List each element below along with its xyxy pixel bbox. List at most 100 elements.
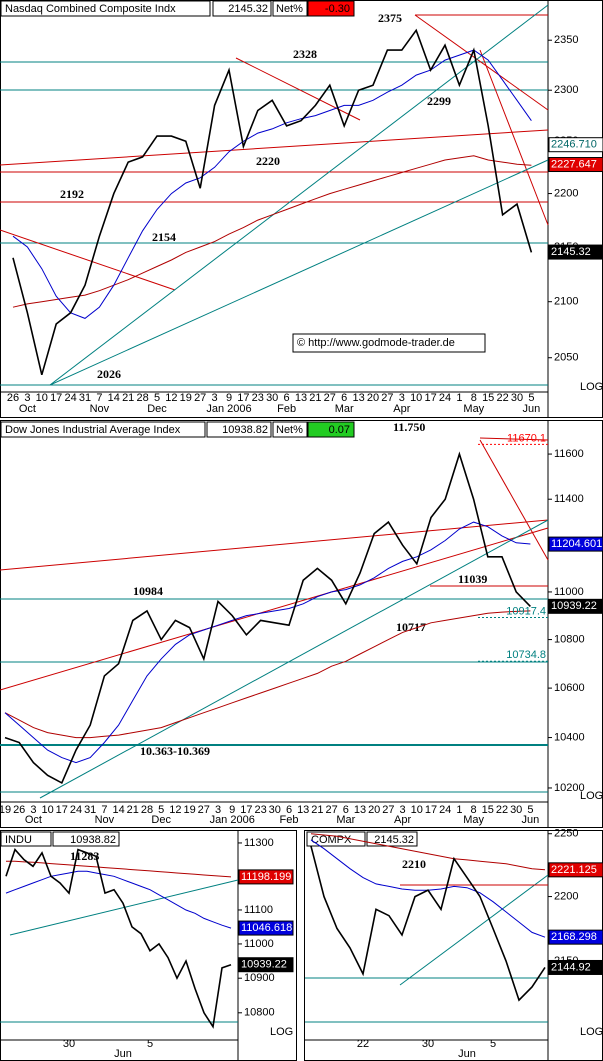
annotation: 2220 — [256, 154, 280, 168]
x-tick-label: 14 — [112, 804, 124, 816]
y-tick-label: 2300 — [554, 84, 578, 96]
price-line — [310, 846, 546, 1002]
net-value: -0.30 — [325, 3, 350, 15]
price-tag-label: 10734.8 — [506, 649, 546, 661]
price-tag-label: 10917.4 — [506, 605, 546, 617]
price-tag — [238, 920, 294, 936]
price-tag — [238, 957, 294, 973]
price-tag-label: 2221.125 — [551, 864, 597, 876]
x-tick-label: 3 — [215, 804, 221, 816]
x-tick-label: 7 — [96, 392, 102, 404]
x-tick-label: 7 — [101, 804, 107, 816]
y-tick-label: 2200 — [554, 187, 578, 199]
x-tick-label: 3 — [400, 804, 406, 816]
x-tick-label: 27 — [198, 804, 210, 816]
x-tick-label: 30 — [269, 804, 281, 816]
annotation: 11039 — [458, 572, 487, 586]
x-tick-label: 30 — [266, 392, 278, 404]
month-label: Apr — [394, 814, 411, 826]
moving-average — [12, 49, 532, 319]
x-tick-label: 10 — [41, 804, 53, 816]
price-tag-label: 11198.199 — [241, 871, 291, 883]
x-tick-label: 23 — [254, 804, 266, 816]
price-tag-label: 2246.710 — [551, 139, 597, 151]
moving-average — [5, 870, 232, 929]
last-price: 2145.32 — [374, 834, 414, 846]
x-tick-label: 3 — [24, 392, 30, 404]
x-tick-label: 10 — [36, 392, 48, 404]
x-tick-label: 6 — [286, 804, 292, 816]
y-tick-label: 2200 — [554, 890, 578, 902]
price-tag-label: 10939.22 — [551, 600, 597, 612]
x-tick-label: 21 — [122, 392, 134, 404]
x-tick-label: 19 — [180, 392, 192, 404]
month-label: Dec — [151, 814, 171, 826]
x-tick-label: 10 — [411, 804, 423, 816]
y-tick-label: 10200 — [554, 782, 585, 794]
price-line — [12, 28, 533, 376]
annotation: 10717 — [396, 620, 426, 634]
x-tick-label: 15 — [482, 392, 494, 404]
x-tick-label: 13 — [352, 392, 364, 404]
x-tick-label: 24 — [70, 804, 82, 816]
net-value: 0.07 — [329, 424, 350, 436]
x-tick-label: 21 — [311, 804, 323, 816]
month-label: Mar — [335, 403, 354, 415]
moving-average — [12, 155, 532, 308]
annotation: 2154 — [152, 230, 176, 244]
scale-label: LOG — [580, 381, 603, 393]
y-tick-label: 10900 — [244, 972, 275, 984]
y-tick-label: 11300 — [244, 837, 274, 849]
x-tick-label: 5 — [158, 804, 164, 816]
x-tick-label: 9 — [226, 392, 232, 404]
x-tick-label: 8 — [471, 392, 477, 404]
x-tick-label: 5 — [147, 1038, 153, 1050]
header-indu: INDU 10938.82 — [0, 831, 120, 847]
price-tag-label: 11670.1 — [507, 432, 546, 444]
price-tag-label: 2145.32 — [551, 246, 591, 258]
x-tick-label: 12 — [169, 804, 181, 816]
annotation: 2375 — [378, 11, 402, 25]
y-tick-label: 2250 — [554, 828, 578, 840]
x-tick-label: 6 — [341, 392, 347, 404]
y-tick-label: 11000 — [554, 586, 584, 598]
x-tick-label: 1 — [456, 392, 462, 404]
x-tick-label: 23 — [252, 392, 264, 404]
x-tick-label: 19 — [0, 804, 11, 816]
month-label: Oct — [25, 814, 42, 826]
x-tick-label: 3 — [212, 392, 218, 404]
annotation: 10.363-10.369 — [140, 744, 210, 758]
x-tick-label: 15 — [482, 804, 494, 816]
month-label: Jan 2006 — [206, 403, 251, 415]
y-tick-label: 2350 — [554, 34, 578, 46]
month-label: Jan 2006 — [210, 814, 255, 826]
trend-lines — [0, 4, 549, 1023]
x-tick-label: 17 — [237, 392, 249, 404]
price-tag — [548, 929, 603, 945]
annotation: 2328 — [293, 47, 317, 61]
price-tag — [548, 536, 603, 552]
month-label: Dec — [147, 403, 167, 415]
price-tag — [548, 157, 603, 173]
scale-label: LOG — [580, 1026, 603, 1038]
moving-average — [310, 833, 546, 871]
x-tick-label: 24 — [439, 804, 451, 816]
x-tick-label: 22 — [357, 1038, 369, 1050]
month-label: Jun — [458, 1048, 476, 1060]
y-tick-label: 10600 — [554, 682, 585, 694]
x-tick-label: 21 — [127, 804, 139, 816]
header-dow: Dow Jones Industrial Average Index 10938… — [0, 421, 355, 438]
x-tick-label: 5 — [490, 1038, 496, 1050]
annotation: 2299 — [427, 94, 451, 108]
x-tick-label: 30 — [511, 392, 523, 404]
price-tag-label: 10939.22 — [241, 959, 287, 971]
copyright-box — [292, 333, 486, 353]
month-label: Apr — [393, 403, 410, 415]
price-tag-label: 11046.618 — [241, 922, 292, 934]
x-tick-label: 14 — [108, 392, 120, 404]
annotation: 11.750 — [393, 420, 425, 434]
month-label: Feb — [280, 814, 299, 826]
x-tick-label: 28 — [136, 392, 148, 404]
month-label: Jun — [523, 403, 541, 415]
